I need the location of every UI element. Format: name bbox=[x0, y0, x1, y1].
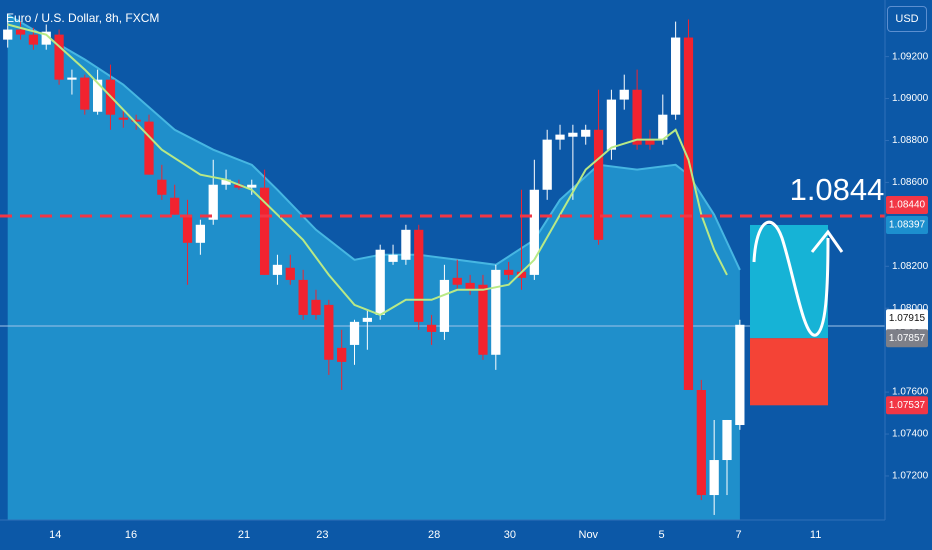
x-tick-label: 30 bbox=[504, 529, 516, 541]
y-tick-label: 1.09000 bbox=[892, 93, 929, 104]
price-badge-label: 1.07857 bbox=[889, 333, 926, 344]
candle-body bbox=[170, 197, 180, 215]
candle-body bbox=[337, 347, 347, 362]
y-tick-label: 1.09200 bbox=[892, 51, 929, 62]
x-tick-label: 11 bbox=[810, 529, 821, 541]
price-badge bbox=[886, 396, 928, 415]
candle-body bbox=[452, 277, 462, 285]
price-badge bbox=[886, 329, 928, 348]
candle-body bbox=[516, 271, 527, 278]
candle-body bbox=[195, 224, 206, 243]
price-badge-label: 1.08440 bbox=[889, 200, 926, 211]
candle-body bbox=[478, 284, 488, 355]
price-badge bbox=[886, 195, 928, 214]
forecast-curve bbox=[752, 220, 830, 337]
candle-body bbox=[401, 229, 411, 260]
candle-body bbox=[426, 324, 437, 332]
candle-body bbox=[375, 249, 385, 315]
candle-body bbox=[92, 79, 103, 112]
x-tick-label: 21 bbox=[238, 529, 250, 541]
candle-body bbox=[529, 189, 539, 275]
candle-body bbox=[182, 214, 193, 243]
candle-body bbox=[54, 34, 64, 80]
level-annotation: 1.0844 bbox=[790, 172, 885, 207]
candle-body bbox=[709, 460, 719, 496]
x-tick-label: 16 bbox=[125, 529, 137, 541]
candle-body bbox=[593, 129, 604, 240]
candle-body bbox=[619, 89, 629, 100]
candle-body bbox=[439, 279, 450, 332]
candle-body bbox=[606, 99, 617, 150]
y-tick-label: 1.08200 bbox=[892, 261, 929, 272]
candle-body bbox=[568, 132, 578, 137]
x-tick-label: 7 bbox=[736, 529, 742, 541]
candle-body bbox=[491, 269, 501, 355]
y-tick-label: 1.08600 bbox=[892, 177, 929, 188]
candle-body bbox=[645, 139, 655, 145]
price-badge-label: 1.08397 bbox=[889, 220, 926, 231]
forecast-arrow bbox=[810, 229, 844, 253]
candle-body bbox=[349, 321, 360, 345]
candle-body bbox=[542, 139, 552, 190]
x-tick-label: 5 bbox=[658, 529, 664, 541]
candle-body bbox=[504, 269, 514, 275]
candle-body bbox=[15, 29, 26, 35]
candle-body bbox=[555, 134, 565, 140]
candle-body bbox=[144, 121, 154, 175]
x-tick-label: Nov bbox=[579, 529, 599, 541]
candle-body bbox=[259, 187, 270, 275]
candle-body bbox=[285, 267, 295, 280]
position-profit bbox=[750, 224, 828, 339]
chart-title: Euro / U.S. Dollar, 8h, FXCM bbox=[6, 11, 159, 25]
candle-body bbox=[131, 119, 141, 122]
candle-body bbox=[80, 77, 90, 110]
candle-body bbox=[221, 179, 231, 185]
candle-body bbox=[272, 264, 283, 275]
moving-average bbox=[7, 23, 728, 317]
candle-body bbox=[581, 129, 591, 137]
x-tick-label: 23 bbox=[316, 529, 328, 541]
candle-body bbox=[298, 279, 308, 315]
price-badge bbox=[886, 215, 928, 234]
candle-body bbox=[735, 324, 745, 426]
candle-body bbox=[388, 254, 398, 262]
candle-body bbox=[632, 89, 642, 145]
candle-body bbox=[722, 419, 732, 461]
band-area bbox=[7, 14, 740, 520]
candle-body bbox=[3, 29, 13, 40]
candle-body bbox=[683, 37, 694, 390]
candle-body bbox=[234, 184, 244, 188]
candle-body bbox=[28, 34, 39, 45]
y-tick-label: 1.07600 bbox=[892, 387, 929, 398]
candle-body bbox=[671, 37, 681, 115]
candle-body bbox=[67, 77, 77, 80]
candle-body bbox=[208, 184, 218, 220]
candle-body bbox=[157, 179, 167, 195]
price-badge-label: 1.07915 bbox=[889, 313, 926, 324]
candle-body bbox=[311, 299, 321, 315]
x-tick-label: 28 bbox=[428, 529, 440, 541]
x-tick-label: 14 bbox=[49, 529, 61, 541]
y-tick-label: 1.08000 bbox=[892, 303, 929, 314]
y-tick-label: 1.08800 bbox=[892, 135, 929, 146]
candle-body bbox=[247, 184, 257, 188]
candle-body bbox=[362, 317, 372, 322]
candle-body bbox=[658, 114, 668, 140]
candle-body bbox=[414, 229, 424, 322]
candle-body bbox=[324, 304, 334, 360]
y-tick-label: 1.07200 bbox=[892, 471, 929, 482]
y-tick-label: 1.07400 bbox=[892, 429, 929, 440]
candle-body bbox=[118, 117, 128, 120]
position-loss bbox=[750, 338, 828, 406]
candle-body bbox=[465, 282, 475, 290]
currency-button[interactable]: USD bbox=[887, 6, 927, 32]
plot-area: 1.0844 bbox=[0, 13, 885, 520]
candle-body bbox=[41, 31, 51, 45]
candle-body bbox=[696, 390, 706, 496]
price-badge-label: 1.07537 bbox=[889, 400, 926, 411]
